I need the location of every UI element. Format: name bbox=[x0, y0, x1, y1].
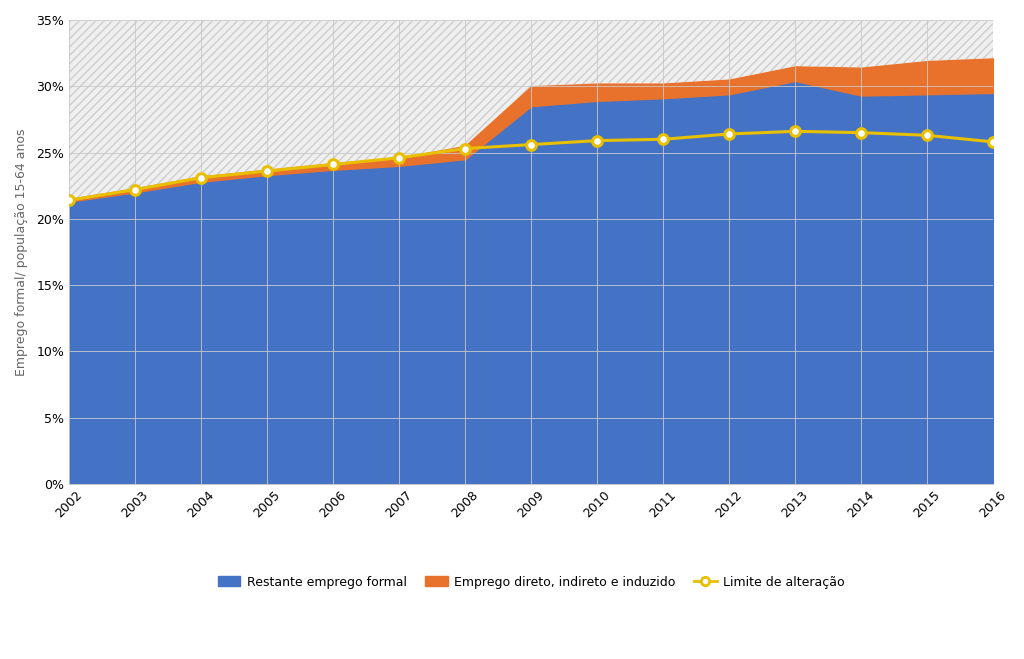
Legend: Restante emprego formal, Emprego direto, indireto e induzido, Limite de alteraçã: Restante emprego formal, Emprego direto,… bbox=[213, 571, 850, 594]
Y-axis label: Emprego formal/ população 15-64 anos: Emprego formal/ população 15-64 anos bbox=[15, 129, 28, 376]
